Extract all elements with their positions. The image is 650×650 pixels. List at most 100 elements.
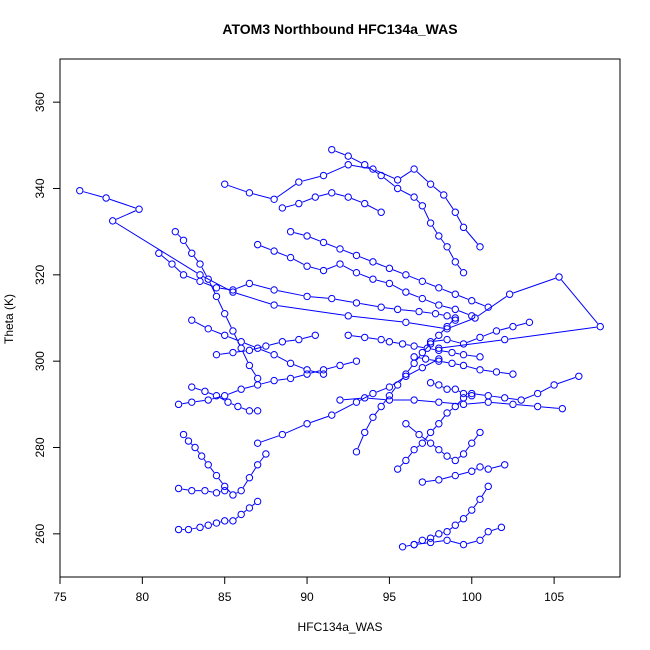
series-line-segment bbox=[293, 258, 304, 265]
series-line-segment bbox=[220, 352, 230, 355]
data-point bbox=[476, 353, 484, 361]
series-line-segment bbox=[383, 177, 395, 187]
series-line-segment bbox=[368, 337, 378, 340]
data-point bbox=[352, 357, 361, 365]
series-line-segment bbox=[326, 264, 337, 270]
series-line-segment bbox=[335, 298, 353, 303]
data-point bbox=[402, 288, 410, 296]
series-line-segment bbox=[392, 269, 403, 274]
x-axis: 75 80 85 90 95 100 105 bbox=[53, 576, 564, 604]
data-point bbox=[174, 400, 183, 409]
series-line-segment bbox=[441, 329, 445, 333]
data-point bbox=[245, 361, 254, 370]
series-line-segment bbox=[334, 403, 354, 414]
series-line-segment bbox=[432, 225, 438, 234]
data-point bbox=[344, 312, 352, 320]
data-point bbox=[344, 161, 352, 169]
data-point bbox=[410, 342, 418, 350]
data-point bbox=[295, 335, 303, 344]
data-point bbox=[398, 340, 407, 348]
data-point bbox=[184, 437, 193, 445]
data-point bbox=[435, 445, 443, 454]
series-line-segment bbox=[417, 541, 420, 544]
data-series bbox=[402, 420, 484, 465]
series-line-segment bbox=[217, 299, 224, 311]
series-line-segment bbox=[450, 457, 453, 460]
data-point bbox=[245, 189, 254, 197]
data-point bbox=[451, 521, 459, 529]
data-point bbox=[303, 366, 311, 374]
series-line-segment bbox=[457, 520, 461, 524]
data-point bbox=[476, 463, 484, 471]
data-point bbox=[468, 392, 476, 400]
series-line-segment bbox=[423, 208, 430, 220]
series-line-segment bbox=[482, 534, 486, 538]
series-line-segment bbox=[432, 426, 437, 430]
data-point bbox=[369, 258, 377, 266]
data-series bbox=[410, 523, 506, 549]
data-point bbox=[448, 348, 456, 357]
series-line-segment bbox=[294, 374, 304, 378]
data-series bbox=[171, 227, 262, 383]
data-point bbox=[443, 536, 451, 545]
data-point bbox=[451, 290, 459, 298]
series-line-segment bbox=[449, 527, 453, 530]
series-line-segment bbox=[407, 366, 413, 372]
series-line-segment bbox=[234, 334, 240, 346]
data-point bbox=[221, 517, 229, 525]
series-line-segment bbox=[474, 468, 477, 470]
data-point bbox=[196, 260, 204, 268]
series-line-segment bbox=[109, 198, 136, 209]
data-point bbox=[221, 486, 229, 495]
data-point bbox=[253, 497, 262, 506]
data-series bbox=[336, 394, 567, 413]
data-point bbox=[361, 394, 369, 402]
series-line-segment bbox=[417, 346, 424, 349]
data-series bbox=[286, 227, 492, 311]
series-line-segment bbox=[416, 445, 420, 448]
series-line-segment bbox=[524, 394, 535, 400]
data-series bbox=[155, 249, 459, 324]
data-point bbox=[426, 538, 435, 547]
data-point bbox=[451, 456, 459, 465]
data-point bbox=[191, 443, 199, 452]
series-line-segment bbox=[260, 349, 271, 354]
series-line-segment bbox=[399, 376, 404, 383]
data-point bbox=[253, 344, 262, 352]
data-point bbox=[237, 385, 245, 393]
series-line-segment bbox=[409, 293, 420, 298]
data-point bbox=[270, 301, 278, 309]
series-line-segment bbox=[186, 275, 197, 281]
data-point bbox=[184, 525, 193, 534]
data-point bbox=[533, 402, 542, 411]
data-point bbox=[303, 292, 311, 301]
series-line-segment bbox=[310, 296, 329, 299]
series-line-segment bbox=[244, 385, 255, 389]
series-line-segment bbox=[457, 455, 461, 459]
series-line-segment bbox=[425, 360, 436, 367]
data-point bbox=[501, 394, 509, 402]
data-point bbox=[459, 361, 468, 370]
data-point bbox=[303, 232, 311, 240]
data-point bbox=[393, 381, 402, 389]
x-tick-label: 95 bbox=[383, 590, 397, 604]
series-line-segment bbox=[115, 222, 198, 274]
data-point bbox=[459, 350, 468, 359]
data-point bbox=[224, 398, 232, 406]
data-point bbox=[303, 370, 311, 378]
data-point bbox=[468, 297, 476, 305]
data-point bbox=[385, 383, 394, 391]
series-line-segment bbox=[455, 352, 460, 355]
y-axis-label: Theta (K) bbox=[2, 294, 16, 344]
series-line-segment bbox=[440, 415, 446, 422]
series-line-segment bbox=[182, 488, 189, 491]
data-point bbox=[451, 471, 459, 480]
series-line-segment bbox=[516, 322, 526, 327]
data-point bbox=[245, 474, 254, 482]
data-point bbox=[402, 318, 410, 327]
data-point bbox=[319, 238, 328, 247]
series-line-segment bbox=[182, 402, 189, 405]
data-point bbox=[311, 331, 319, 339]
